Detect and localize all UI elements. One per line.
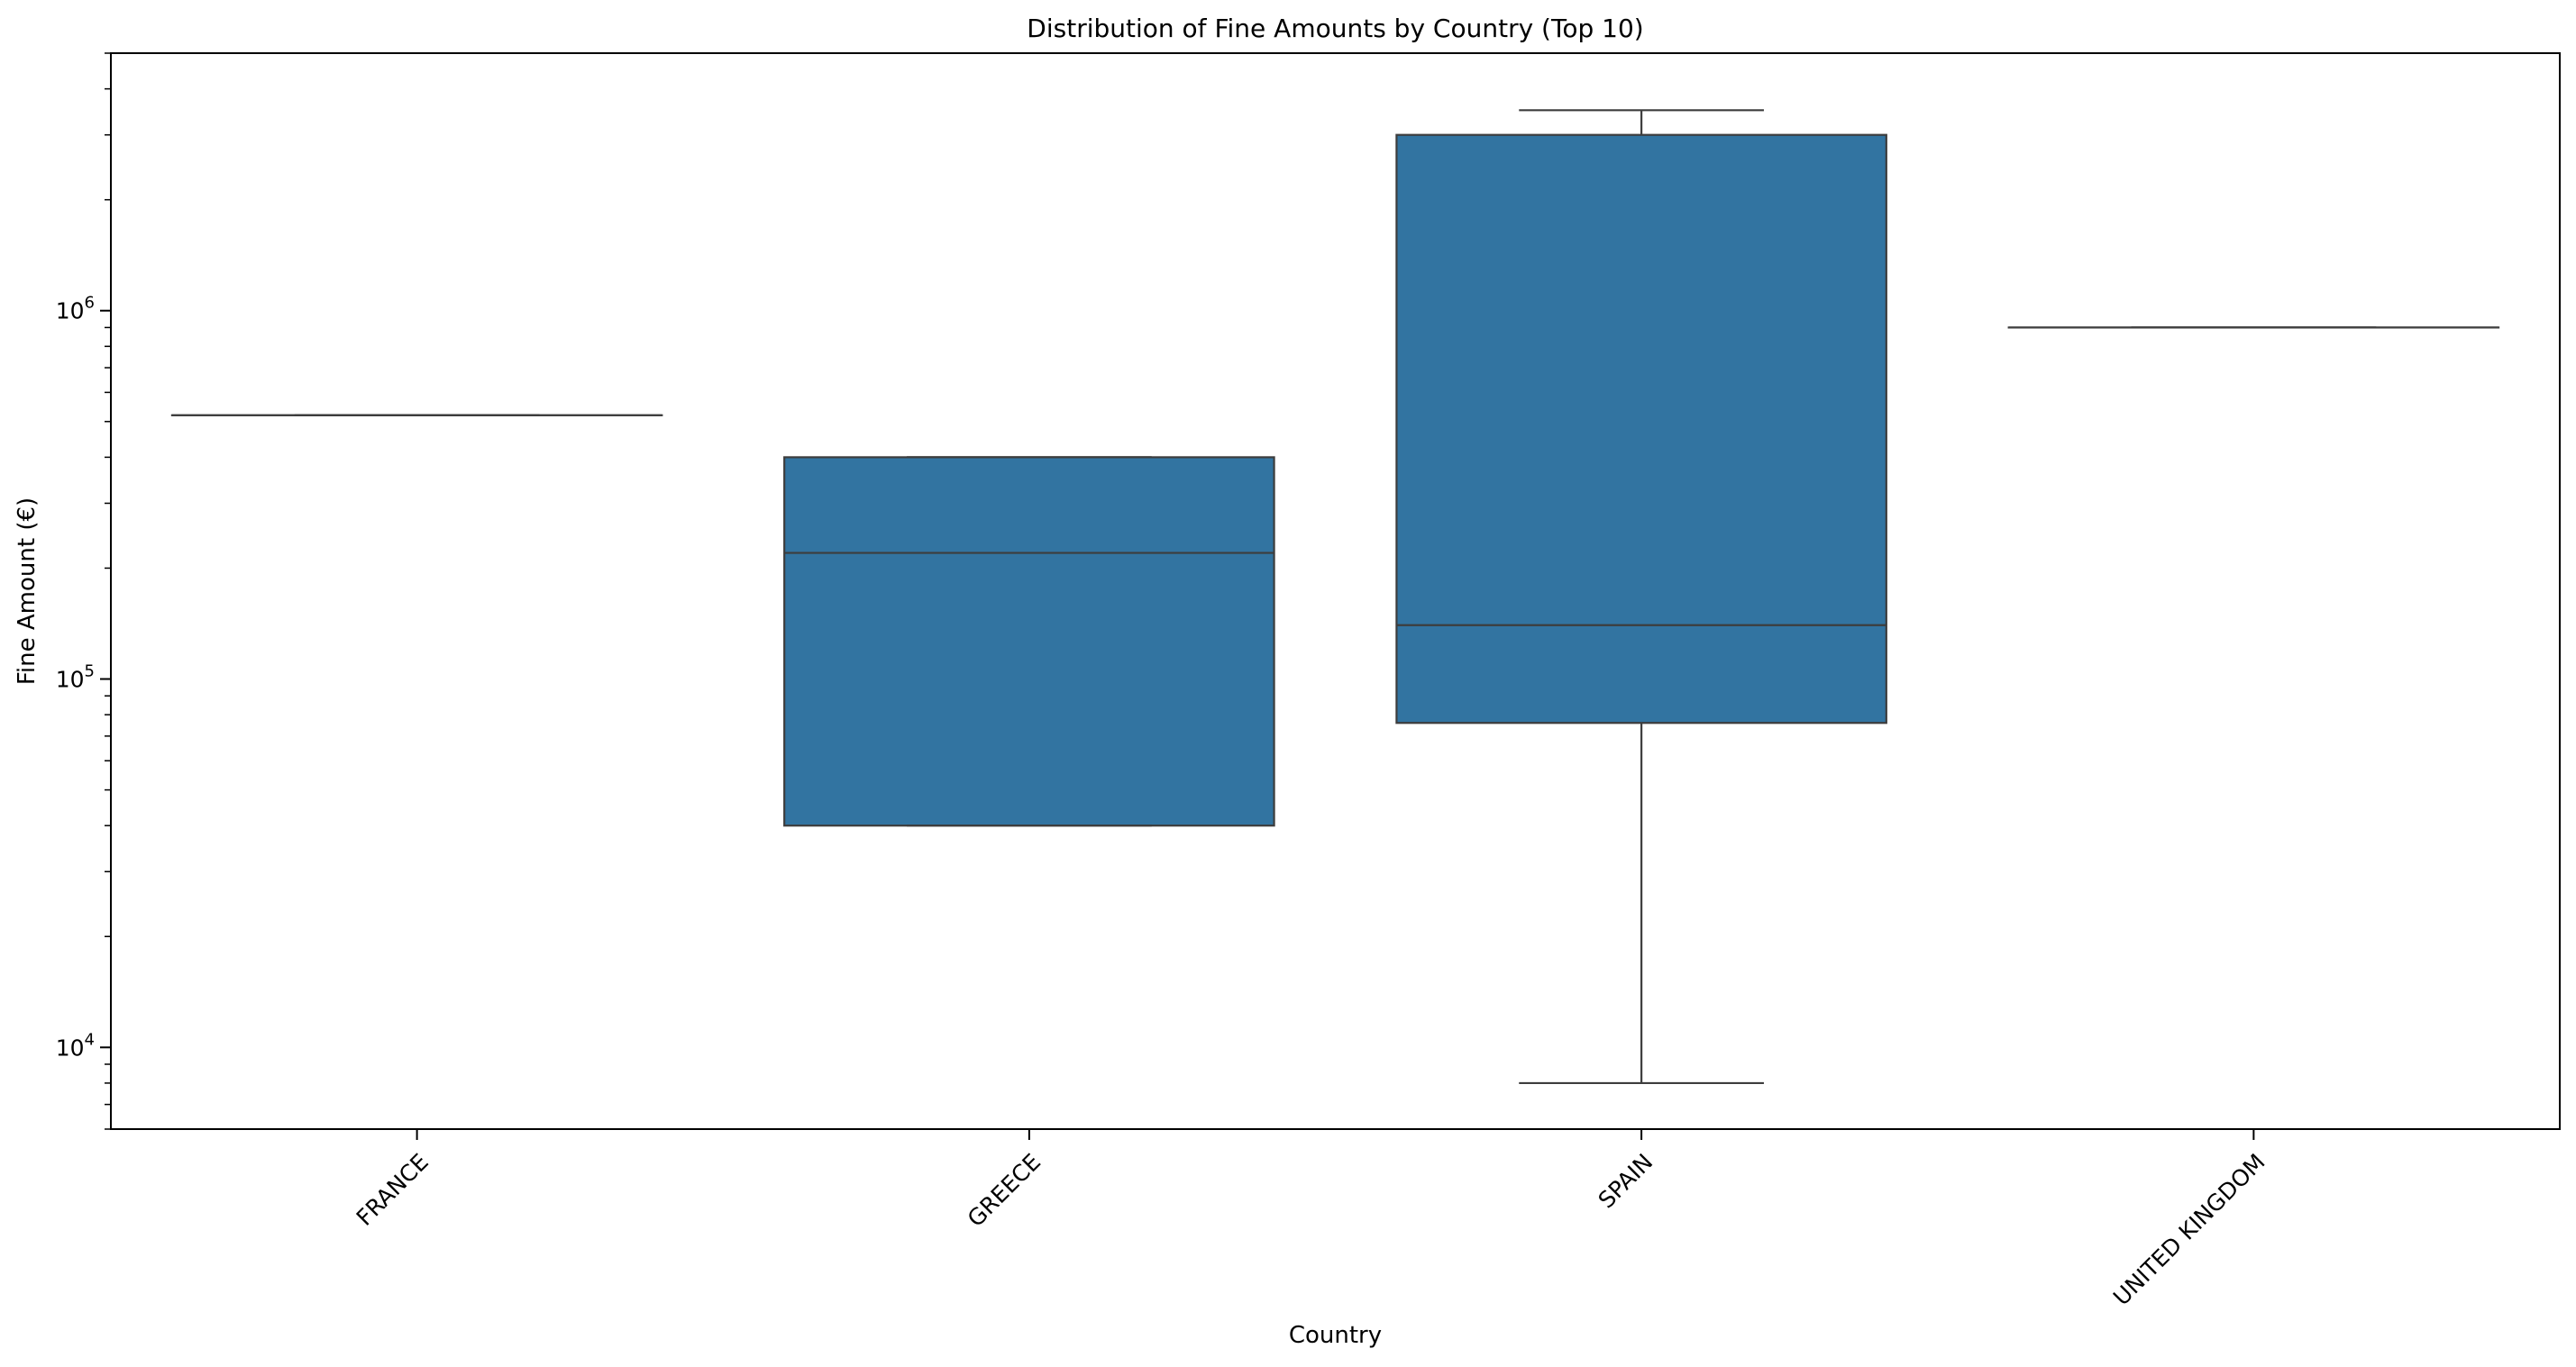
box-spain — [1395, 109, 1887, 1085]
y-axis-ticks: 104 105 106 — [56, 52, 111, 1130]
iqr-box — [783, 456, 1275, 827]
y-tick-label: 106 — [56, 294, 95, 324]
y-tick-label: 105 — [56, 662, 95, 693]
iqr-box — [1395, 133, 1887, 725]
plot-frame — [110, 52, 2561, 1130]
y-tick-label: 104 — [56, 1030, 95, 1061]
boxes-layer — [170, 109, 2500, 1085]
y-axis-label: Fine Amount (€) — [14, 497, 41, 685]
chart-title: Distribution of Fine Amounts by Country … — [1027, 14, 1643, 43]
x-axis-label: Country — [1289, 1322, 1382, 1349]
box-greece — [783, 456, 1275, 827]
